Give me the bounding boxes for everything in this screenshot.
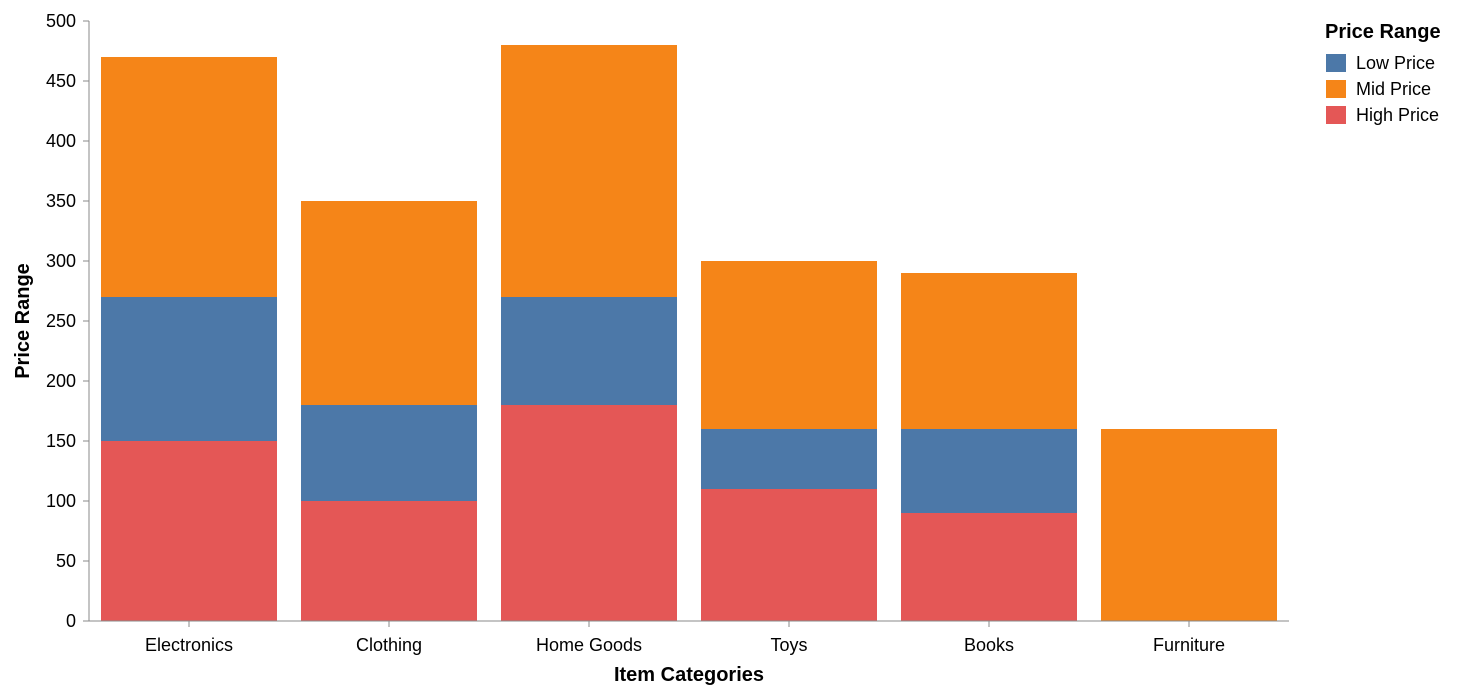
y-tick-label: 200	[46, 371, 76, 391]
bar-clothing-mid-price	[301, 201, 477, 405]
legend-label-low-price: Low Price	[1356, 53, 1435, 73]
bar-books-mid-price	[901, 273, 1077, 429]
legend-title: Price Range	[1325, 21, 1441, 43]
bars-layer	[101, 45, 1277, 621]
y-axis: 0 50 100 150 200 250 300 350 400 450 500	[46, 11, 90, 631]
y-tick-label: 400	[46, 131, 76, 151]
legend-swatch-low-price	[1326, 54, 1346, 72]
bar-furniture-mid-price	[1101, 429, 1277, 621]
x-axis-title: Item Categories	[614, 664, 764, 686]
legend-swatch-high-price	[1326, 106, 1346, 124]
y-tick-label: 150	[46, 431, 76, 451]
bar-electronics-low-price	[101, 297, 277, 441]
bar-electronics-mid-price	[101, 57, 277, 297]
bar-home-goods-mid-price	[501, 45, 677, 297]
y-tick-label: 100	[46, 491, 76, 511]
bar-clothing-low-price	[301, 405, 477, 501]
bar-home-goods-low-price	[501, 297, 677, 405]
bar-toys-low-price	[701, 429, 877, 489]
bar-books-low-price	[901, 429, 1077, 513]
x-axis: Electronics Clothing Home Goods Toys Books Fu…	[89, 620, 1289, 655]
y-tick-label: 350	[46, 191, 76, 211]
legend-entries: Low Price Mid Price High Price	[1326, 53, 1439, 125]
x-tick-label: Home Goods	[536, 635, 642, 655]
x-tick-label: Toys	[770, 635, 807, 655]
bar-books-high-price	[901, 513, 1077, 621]
bar-toys-high-price	[701, 489, 877, 621]
y-tick-label: 300	[46, 251, 76, 271]
x-tick-label: Clothing	[356, 635, 422, 655]
bar-clothing-high-price	[301, 501, 477, 621]
x-tick-label: Books	[964, 635, 1014, 655]
y-tick-label: 0	[66, 611, 76, 631]
bar-electronics-high-price	[101, 441, 277, 621]
y-axis-title: Price Range	[12, 263, 34, 379]
y-tick-label: 50	[56, 551, 76, 571]
y-tick-label: 250	[46, 311, 76, 331]
legend-swatch-mid-price	[1326, 80, 1346, 98]
y-tick-label: 500	[46, 11, 76, 31]
legend-label-mid-price: Mid Price	[1356, 79, 1431, 99]
legend: Price Range Low Price Mid Price High Price	[1325, 21, 1441, 125]
bar-home-goods-high-price	[501, 405, 677, 621]
x-tick-label: Electronics	[145, 635, 233, 655]
legend-label-high-price: High Price	[1356, 105, 1439, 125]
y-tick-label: 450	[46, 71, 76, 91]
bar-toys-mid-price	[701, 261, 877, 429]
x-tick-label: Furniture	[1153, 635, 1225, 655]
